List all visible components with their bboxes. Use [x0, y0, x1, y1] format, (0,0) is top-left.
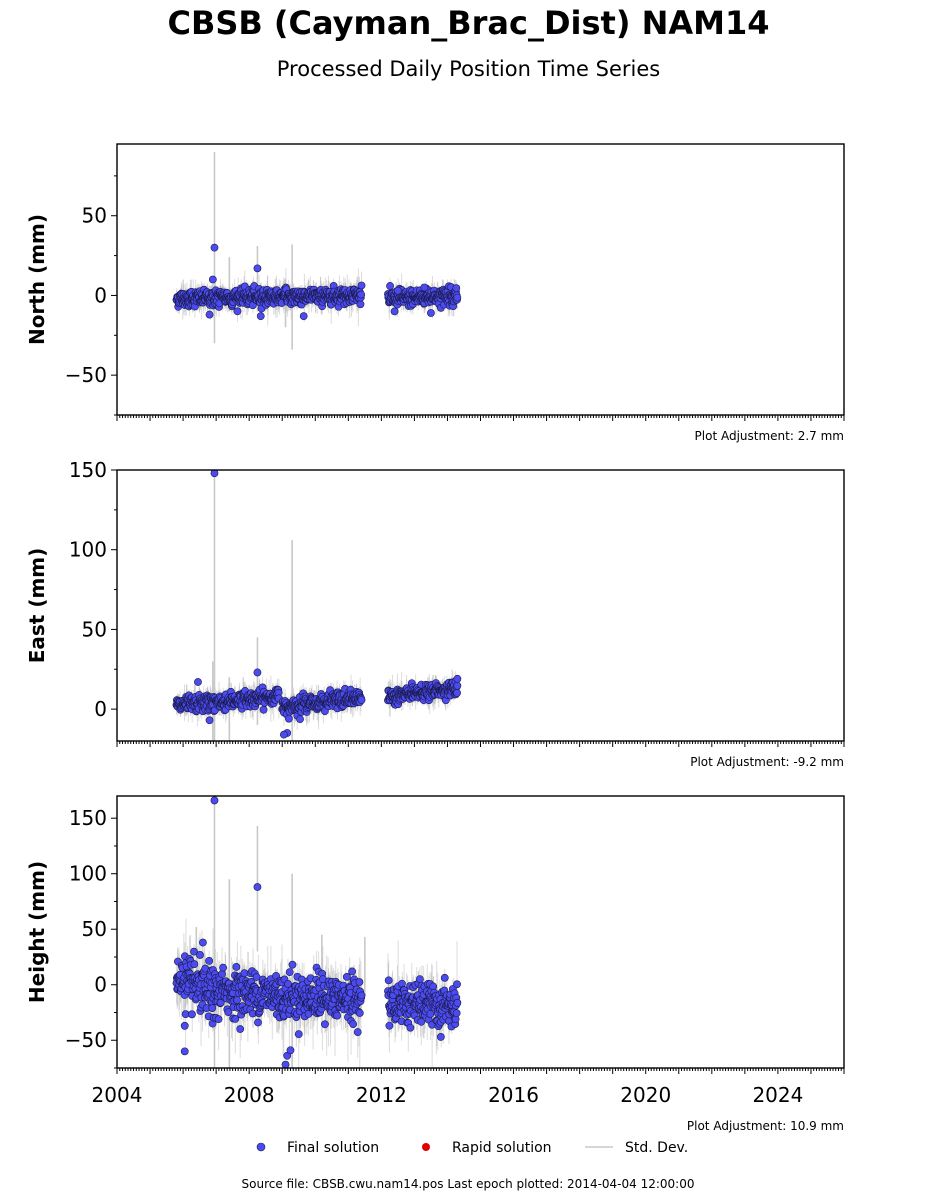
final-solution-point	[453, 980, 461, 989]
y-tick-label: 0	[94, 283, 107, 307]
final-solution-point	[357, 991, 366, 1000]
final-solution-point	[210, 470, 219, 478]
final-solution-point	[453, 998, 462, 1007]
y-tick-label: 0	[94, 697, 107, 721]
final-solution-point	[284, 980, 292, 988]
final-solution-point	[357, 281, 366, 290]
final-solution-point	[294, 1030, 303, 1039]
final-solution-point	[188, 1010, 196, 1019]
final-solution-point	[196, 951, 204, 959]
final-solution-point	[349, 1020, 358, 1028]
y-axis-label: East (mm)	[25, 548, 49, 664]
y-tick-label: −50	[65, 363, 107, 387]
final-solution-point	[415, 975, 424, 983]
final-solution-point	[285, 968, 294, 977]
final-solution-point	[210, 243, 219, 252]
y-tick-label: 50	[82, 617, 107, 641]
final-solution-point	[356, 300, 365, 309]
final-solution-point	[417, 1017, 426, 1026]
final-solution-point	[453, 688, 461, 697]
final-solution-point	[440, 973, 449, 982]
final-solution-point	[190, 947, 198, 956]
plot-adjustment-note: Plot Adjustment: 2.7 mm	[695, 429, 844, 443]
final-solution-point	[384, 976, 393, 985]
final-solution-point	[190, 960, 199, 969]
stddev-bars	[175, 796, 458, 1068]
final-solution-point	[259, 705, 268, 714]
final-solution-point	[436, 1033, 445, 1041]
final-solution-point	[296, 715, 304, 724]
chart-title: CBSB (Cayman_Brac_Dist) NAM14	[167, 4, 770, 42]
final-solution-point	[406, 1023, 415, 1032]
final-solution-point	[353, 1028, 362, 1036]
final-solution-point	[393, 286, 402, 295]
final-solution-point	[453, 293, 462, 302]
final-solution-point	[232, 963, 241, 971]
final-solution-point	[219, 963, 228, 972]
final-solution-point	[288, 960, 297, 969]
final-solution-point	[452, 284, 461, 293]
final-solution-point	[224, 1008, 233, 1017]
final-solution-point	[253, 668, 262, 677]
final-solution-point	[355, 1009, 364, 1017]
stddev-bars	[175, 151, 458, 350]
final-solution-point	[386, 282, 394, 290]
final-solution-point	[333, 1011, 342, 1020]
final-solution-point	[254, 1018, 262, 1027]
plot-adjustment-note: Plot Adjustment: -9.2 mm	[690, 755, 844, 769]
final-solution-point	[342, 973, 351, 981]
final-solution-points	[172, 470, 462, 739]
y-tick-label: 100	[69, 538, 107, 562]
y-tick-label: 150	[69, 458, 107, 482]
final-solution-point	[281, 1060, 290, 1068]
final-solution-point	[286, 1046, 295, 1055]
final-solution-points	[172, 243, 462, 321]
final-solution-point	[194, 678, 202, 686]
final-solution-point	[355, 978, 364, 986]
final-solution-point	[357, 290, 366, 299]
final-solution-point	[256, 312, 265, 321]
final-solution-point	[233, 996, 241, 1005]
final-solution-point	[180, 1047, 189, 1056]
final-solution-point	[205, 956, 214, 965]
chart-subtitle: Processed Daily Position Time Series	[276, 57, 661, 81]
final-solution-point	[420, 283, 429, 292]
final-solution-point	[210, 796, 219, 805]
plot-frame	[116, 143, 845, 416]
final-solution-point	[180, 1021, 189, 1030]
plot-frame	[116, 795, 845, 1069]
final-solution-point	[426, 1010, 435, 1018]
final-solution-point	[279, 730, 288, 739]
final-solution-point	[253, 883, 262, 891]
final-solution-point	[385, 1021, 394, 1030]
final-solution-point	[427, 309, 435, 317]
final-solution-point	[233, 307, 242, 316]
final-solution-point	[453, 681, 462, 690]
final-solution-point	[453, 674, 462, 683]
final-solution-point	[284, 714, 293, 723]
final-solution-point	[208, 1004, 217, 1012]
final-solution-point	[299, 312, 308, 321]
final-solution-point	[348, 967, 357, 976]
final-solution-point	[452, 1009, 461, 1018]
y-axis-label: North (mm)	[25, 214, 49, 345]
final-solution-point	[236, 1025, 245, 1033]
final-solution-point	[205, 310, 214, 319]
final-solution-point	[321, 1020, 329, 1029]
final-solution-point	[199, 938, 207, 947]
final-solution-point	[214, 1015, 223, 1024]
final-solution-point	[231, 1015, 240, 1023]
final-solution-point	[357, 696, 366, 704]
final-solution-point	[205, 716, 214, 725]
final-solution-point	[208, 275, 217, 284]
final-solution-points	[172, 796, 462, 1068]
final-solution-point	[218, 970, 226, 978]
y-tick-label: 50	[82, 204, 107, 228]
final-solution-point	[253, 264, 262, 273]
final-solution-point	[390, 307, 399, 316]
